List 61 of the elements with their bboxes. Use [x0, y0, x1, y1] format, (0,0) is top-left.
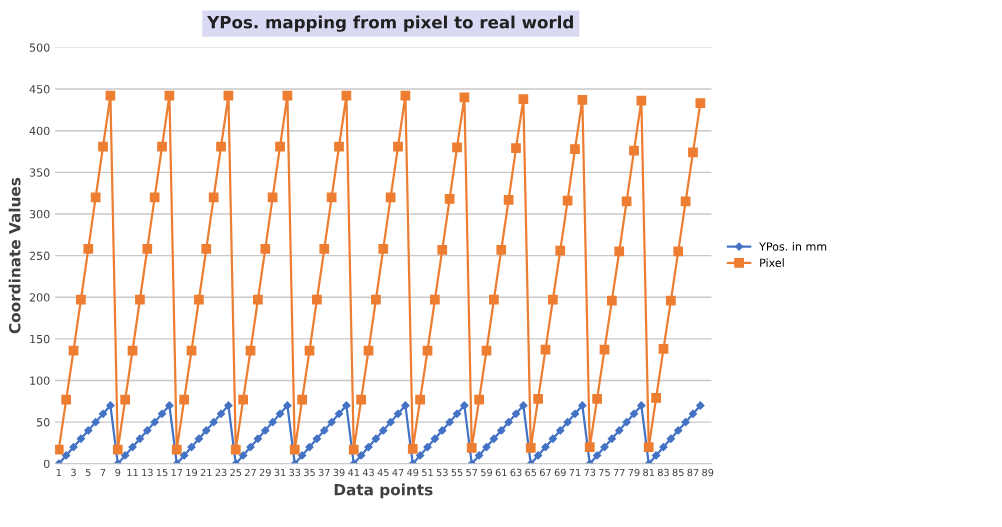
y-tick-label: 150	[30, 334, 50, 344]
y-tick-label: 250	[29, 251, 50, 260]
y-tick-label: 500	[29, 43, 50, 52]
y-tick-label: 50	[36, 418, 50, 427]
x-tick-label: 25	[230, 468, 242, 477]
x-tick-label: 65	[525, 468, 537, 477]
x-tick-label: 31	[274, 468, 286, 477]
y-tick-label: 100	[30, 376, 50, 385]
x-tick-label: 61	[495, 468, 507, 477]
x-tick-label: 19	[186, 468, 198, 477]
x-tick-label: 45	[377, 468, 389, 477]
x-tick-label: 35	[304, 468, 315, 477]
x-tick-label: 5	[85, 468, 91, 477]
x-axis-title: Data points	[334, 483, 433, 499]
x-tick-label: 47	[392, 468, 404, 477]
x-tick-label: 33	[289, 468, 301, 477]
x-tick-label: 37	[318, 468, 330, 477]
y-axis-title: Coordinate Values	[8, 177, 21, 334]
x-tick-label: 77	[613, 468, 625, 477]
chart-title: YPos. mapping from pixel to real world	[207, 15, 573, 32]
y-tick-label: 300	[29, 209, 50, 219]
y-tick-label: 200	[29, 293, 50, 302]
x-tick-label: 49	[407, 468, 419, 477]
x-tick-label: 57	[466, 468, 478, 477]
x-tick-label: 55	[451, 468, 463, 477]
x-tick-label: 59	[481, 468, 493, 477]
x-tick-label: 27	[245, 468, 256, 477]
x-tick-label: 83	[657, 468, 669, 477]
x-tick-label: 43	[362, 468, 374, 477]
x-tick-label: 75	[599, 468, 610, 477]
y-tick-label: 350	[29, 168, 50, 177]
x-tick-label: 29	[259, 468, 271, 477]
legend-label: YPos. in mm	[759, 242, 827, 251]
y-tick-label: 0	[43, 459, 50, 469]
x-tick-label: 23	[215, 468, 227, 477]
x-tick-label: 89	[702, 468, 714, 477]
x-tick-label: 79	[628, 468, 640, 477]
x-tick-label: 73	[584, 468, 596, 477]
y-tick-label: 400	[29, 126, 50, 136]
x-tick-label: 3	[71, 468, 76, 477]
x-tick-label: 53	[436, 468, 448, 477]
x-tick-label: 51	[422, 468, 433, 477]
x-tick-label: 1	[56, 468, 61, 477]
x-tick-label: 39	[333, 468, 345, 477]
x-tick-label: 69	[554, 468, 566, 477]
x-tick-label: 41	[348, 468, 360, 477]
x-tick-label: 21	[200, 468, 212, 477]
x-tick-label: 81	[643, 468, 655, 477]
x-tick-label: 85	[672, 468, 684, 477]
x-tick-label: 67	[539, 468, 551, 477]
x-tick-label: 9	[115, 468, 121, 477]
x-tick-label: 11	[127, 468, 138, 477]
x-tick-label: 7	[100, 468, 106, 477]
x-tick-label: 87	[687, 468, 699, 477]
x-tick-label: 71	[569, 468, 581, 477]
legend-label: Pixel	[760, 258, 784, 267]
x-tick-label: 13	[142, 468, 153, 477]
x-tick-label: 17	[171, 468, 183, 477]
x-tick-label: 15	[156, 468, 168, 477]
x-tick-label: 63	[510, 468, 522, 477]
y-tick-label: 450	[29, 85, 50, 94]
